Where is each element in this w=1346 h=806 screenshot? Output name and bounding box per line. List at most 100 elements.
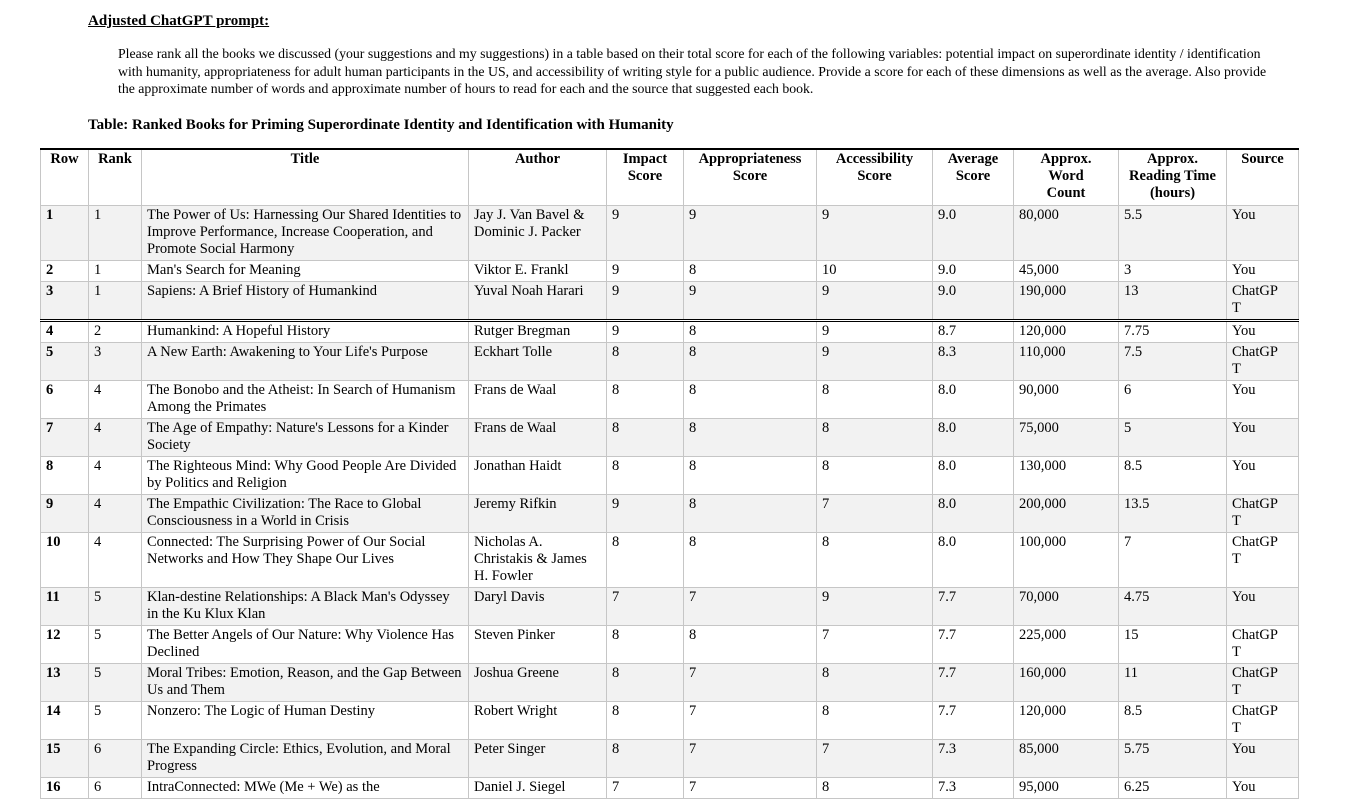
table-row: 14 5 Nonzero: The Logic of Human Destiny Ro… — [40, 701, 1299, 741]
cell-source: ChatGPT — [1226, 494, 1299, 534]
cell-author: Frans de Waal — [468, 418, 607, 458]
cell-author: Joshua Greene — [468, 663, 607, 703]
cell-appropriateness-score: 9 — [683, 205, 817, 262]
cell-title: Klan-destine Relationships: A Black Man'… — [141, 587, 469, 627]
cell-average-score: 8.0 — [932, 494, 1014, 534]
cell-accessibility-score: 8 — [816, 532, 933, 589]
cell-author: Jonathan Haidt — [468, 456, 607, 496]
table-row: 11 5 Klan-destine Relationships: A Black M… — [40, 587, 1299, 627]
cell-reading-time: 8.5 — [1118, 701, 1227, 741]
cell-word-count: 225,000 — [1013, 625, 1119, 665]
cell-accessibility-score: 9 — [816, 319, 933, 344]
cell-average-score: 8.0 — [932, 380, 1014, 420]
cell-average-score: 7.7 — [932, 625, 1014, 665]
cell-appropriateness-score: 8 — [683, 456, 817, 496]
cell-source: ChatGPT — [1226, 342, 1299, 382]
cell-rank: 4 — [88, 494, 142, 534]
source-text: You — [1232, 262, 1256, 279]
cell-accessibility-score: 9 — [816, 587, 933, 627]
cell-word-count: 120,000 — [1013, 319, 1119, 344]
cell-word-count: 45,000 — [1013, 260, 1119, 283]
table-row: 2 1 Man's Search for Meaning Viktor E. Fran… — [40, 260, 1299, 283]
cell-reading-time: 7 — [1118, 532, 1227, 589]
cell-title: Sapiens: A Brief History of Humankind — [141, 281, 469, 322]
cell-impact-score: 8 — [606, 739, 684, 779]
cell-title: The Empathic Civilization: The Race to G… — [141, 494, 469, 534]
cell-word-count: 130,000 — [1013, 456, 1119, 496]
column-header-author: Author — [468, 148, 607, 207]
cell-appropriateness-score: 8 — [683, 319, 817, 344]
cell-reading-time: 5.75 — [1118, 739, 1227, 779]
source-text: ChatGPT — [1232, 534, 1278, 568]
cell-rank: 1 — [88, 260, 142, 283]
cell-row: 9 — [40, 494, 89, 534]
cell-title: Moral Tribes: Emotion, Reason, and the G… — [141, 663, 469, 703]
cell-title: IntraConnected: MWe (Me + We) as the — [141, 777, 469, 800]
cell-source: You — [1226, 205, 1299, 262]
cell-author: Frans de Waal — [468, 380, 607, 420]
books-table: Row Rank Title Author Impact Score Appro… — [40, 147, 1299, 800]
source-text: ChatGPT — [1232, 344, 1278, 378]
cell-appropriateness-score: 7 — [683, 739, 817, 779]
cell-rank: 6 — [88, 739, 142, 779]
cell-title: A New Earth: Awakening to Your Life's Pu… — [141, 342, 469, 382]
cell-impact-score: 9 — [606, 205, 684, 262]
cell-title: Nonzero: The Logic of Human Destiny — [141, 701, 469, 741]
table-row: 8 4 The Righteous Mind: Why Good People Ar… — [40, 456, 1299, 496]
cell-impact-score: 9 — [606, 281, 684, 322]
prompt-paragraph: Please rank all the books we discussed (… — [118, 46, 1267, 97]
cell-row: 11 — [40, 587, 89, 627]
cell-word-count: 90,000 — [1013, 380, 1119, 420]
cell-reading-time: 5.5 — [1118, 205, 1227, 262]
cell-word-count: 85,000 — [1013, 739, 1119, 779]
cell-row: 3 — [40, 281, 89, 322]
cell-word-count: 160,000 — [1013, 663, 1119, 703]
cell-row: 12 — [40, 625, 89, 665]
table-row: 6 4 The Bonobo and the Atheist: In Search … — [40, 380, 1299, 420]
cell-row: 14 — [40, 701, 89, 741]
cell-accessibility-score: 7 — [816, 739, 933, 779]
cell-rank: 4 — [88, 532, 142, 589]
column-header-title: Title — [141, 148, 469, 207]
column-header-row: Row — [40, 148, 89, 207]
source-text: ChatGPT — [1232, 665, 1278, 699]
cell-title: Connected: The Surprising Power of Our S… — [141, 532, 469, 589]
cell-average-score: 8.3 — [932, 342, 1014, 382]
cell-source: You — [1226, 260, 1299, 283]
table-row: 3 1 Sapiens: A Brief History of Humankind Y… — [40, 281, 1299, 322]
cell-source: You — [1226, 739, 1299, 779]
cell-word-count: 95,000 — [1013, 777, 1119, 800]
cell-rank: 2 — [88, 319, 142, 344]
cell-appropriateness-score: 8 — [683, 380, 817, 420]
cell-average-score: 7.3 — [932, 739, 1014, 779]
cell-accessibility-score: 7 — [816, 625, 933, 665]
cell-accessibility-score: 8 — [816, 380, 933, 420]
cell-title: The Bonobo and the Atheist: In Search of… — [141, 380, 469, 420]
cell-reading-time: 15 — [1118, 625, 1227, 665]
cell-title: The Expanding Circle: Ethics, Evolution,… — [141, 739, 469, 779]
cell-author: Daniel J. Siegel — [468, 777, 607, 800]
column-header-accessibility-score: Accessibility Score — [816, 148, 933, 207]
cell-appropriateness-score: 8 — [683, 418, 817, 458]
cell-accessibility-score: 8 — [816, 777, 933, 800]
doc-heading: Adjusted ChatGPT prompt: — [88, 13, 270, 29]
cell-reading-time: 8.5 — [1118, 456, 1227, 496]
cell-title: The Age of Empathy: Nature's Lessons for… — [141, 418, 469, 458]
cell-average-score: 7.7 — [932, 701, 1014, 741]
cell-word-count: 190,000 — [1013, 281, 1119, 322]
cell-author: Viktor E. Frankl — [468, 260, 607, 283]
cell-row: 1 — [40, 205, 89, 262]
table-row: 4 2 Humankind: A Hopeful History Rutger Bre… — [40, 319, 1299, 344]
cell-source: ChatGPT — [1226, 532, 1299, 589]
cell-author: Robert Wright — [468, 701, 607, 741]
cell-impact-score: 8 — [606, 625, 684, 665]
cell-author: Steven Pinker — [468, 625, 607, 665]
cell-source: You — [1226, 587, 1299, 627]
cell-appropriateness-score: 9 — [683, 281, 817, 322]
cell-source: You — [1226, 319, 1299, 344]
cell-accessibility-score: 9 — [816, 205, 933, 262]
cell-average-score: 7.3 — [932, 777, 1014, 800]
cell-impact-score: 7 — [606, 777, 684, 800]
cell-source: ChatGPT — [1226, 663, 1299, 703]
source-text: You — [1232, 382, 1256, 399]
